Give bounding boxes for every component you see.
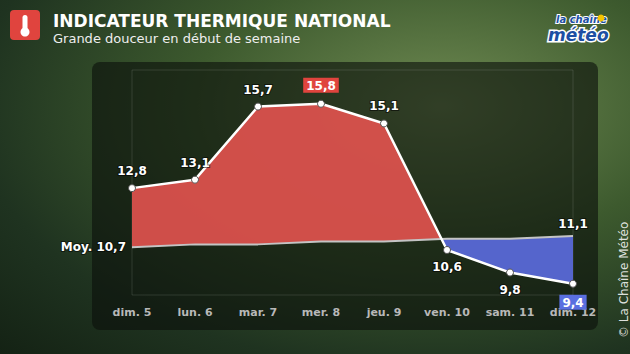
svg-text:dim. 5: dim. 5 [113, 306, 152, 319]
svg-text:dim. 12: dim. 12 [549, 306, 597, 319]
svg-text:10,6: 10,6 [432, 260, 462, 274]
svg-text:INDICATEUR THERMIQUE NATIONAL: INDICATEUR THERMIQUE NATIONAL [53, 11, 391, 31]
svg-text:9,4: 9,4 [562, 296, 583, 310]
svg-text:Moy. 10,7: Moy. 10,7 [61, 240, 126, 254]
svg-text:mar. 7: mar. 7 [239, 306, 277, 319]
svg-text:12,8: 12,8 [117, 164, 147, 178]
svg-text:© La Chaîne Météo: © La Chaîne Météo [617, 222, 630, 338]
svg-text:15,7: 15,7 [243, 83, 273, 97]
svg-text:Grande douceur en début de sem: Grande douceur en début de semaine [53, 31, 300, 46]
svg-text:mer. 8: mer. 8 [302, 306, 340, 319]
svg-text:11,1: 11,1 [558, 217, 588, 231]
svg-text:la chaîne: la chaîne [556, 14, 607, 25]
svg-text:ven. 10: ven. 10 [424, 306, 470, 319]
svg-text:15,1: 15,1 [369, 99, 399, 113]
svg-text:lun. 6: lun. 6 [177, 306, 212, 319]
svg-text:15,8: 15,8 [306, 79, 336, 93]
svg-text:jeu. 9: jeu. 9 [366, 306, 402, 319]
svg-text:9,8: 9,8 [499, 283, 520, 297]
svg-text:13,1: 13,1 [180, 156, 210, 170]
svg-text:météo: météo [548, 25, 609, 45]
svg-text:sam. 11: sam. 11 [486, 306, 535, 319]
